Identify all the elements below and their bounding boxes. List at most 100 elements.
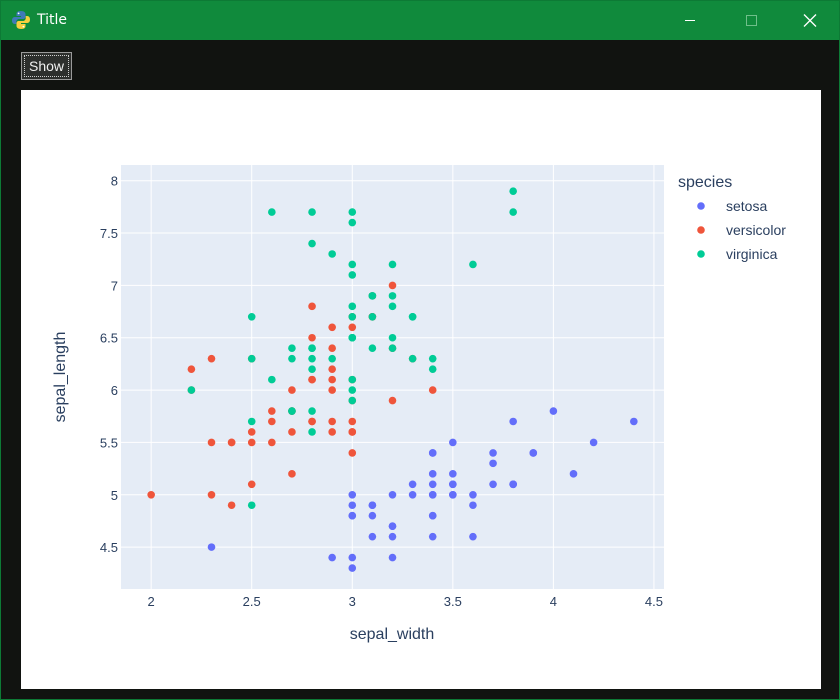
point-versicolor [428, 386, 437, 394]
point-setosa [368, 501, 377, 510]
point-virginica [288, 354, 296, 363]
point-setosa [408, 480, 417, 489]
point-versicolor [348, 449, 357, 457]
point-versicolor [187, 365, 196, 373]
point-versicolor [328, 386, 336, 394]
point-versicolor [388, 396, 397, 405]
point-virginica [368, 344, 377, 353]
point-virginica [328, 354, 336, 363]
point-versicolor [268, 407, 276, 415]
y-tick-label: 6 [111, 383, 118, 398]
y-tick-label: 6.5 [100, 331, 118, 346]
point-versicolor [147, 490, 155, 499]
y-axis-label: sepal_length [52, 332, 69, 423]
x-tick-label: 3 [349, 594, 356, 609]
point-virginica [268, 208, 276, 216]
minimize-icon [685, 20, 695, 21]
point-versicolor [388, 281, 397, 290]
point-virginica [187, 386, 196, 394]
point-virginica [288, 407, 296, 415]
show-button[interactable]: Show [21, 52, 72, 80]
point-virginica [288, 344, 296, 353]
legend-marker-versicolor [697, 226, 705, 234]
point-virginica [408, 354, 417, 363]
legend-label-setosa[interactable]: setosa [726, 198, 767, 214]
point-setosa [388, 553, 397, 562]
maximize-button[interactable] [728, 1, 774, 40]
point-virginica [388, 292, 397, 300]
plot-area[interactable]: 2 2.5 3 3.5 4 4.5 4.5 5 5.5 6 6.5 7 7.5 8 sepal_widt… [21, 90, 821, 689]
legend[interactable]: species setosa versicolor virginica [678, 174, 786, 262]
x-axis-label: sepal_width [350, 626, 435, 643]
x-tick-labels: 2 2.5 3 3.5 4 4.5 [148, 594, 663, 609]
point-virginica [348, 386, 357, 394]
point-virginica [308, 407, 316, 415]
point-versicolor [328, 365, 336, 373]
title-bar[interactable]: Title [1, 1, 839, 40]
point-virginica [368, 313, 377, 321]
point-setosa [449, 480, 457, 489]
show-button-label: Show [28, 58, 65, 74]
maximize-icon [746, 15, 757, 26]
point-setosa [428, 490, 437, 499]
point-setosa [388, 522, 397, 530]
point-virginica [308, 354, 316, 363]
point-virginica [308, 239, 316, 248]
point-setosa [428, 470, 437, 478]
y-tick-label: 5 [111, 488, 118, 503]
point-virginica [348, 271, 357, 279]
point-setosa [348, 553, 357, 562]
point-setosa [449, 470, 457, 478]
point-virginica [247, 501, 256, 510]
point-setosa [449, 490, 457, 499]
point-setosa [509, 417, 517, 426]
point-virginica [469, 260, 477, 269]
point-virginica [348, 208, 357, 216]
point-setosa [529, 449, 538, 457]
point-virginica [308, 344, 316, 353]
point-setosa [489, 459, 497, 468]
point-virginica [247, 313, 256, 321]
x-tick-label: 2 [148, 594, 155, 609]
point-setosa [368, 511, 377, 520]
x-tick-label: 2.5 [243, 594, 261, 609]
point-setosa [449, 438, 457, 447]
point-setosa [408, 490, 417, 499]
point-setosa [469, 532, 477, 541]
point-setosa [489, 449, 497, 457]
point-versicolor [207, 490, 216, 499]
point-setosa [428, 480, 437, 489]
x-tick-label: 3.5 [444, 594, 462, 609]
point-versicolor [328, 323, 336, 332]
point-virginica [408, 313, 417, 321]
point-versicolor [328, 375, 336, 384]
point-versicolor [207, 354, 216, 363]
point-setosa [569, 470, 578, 478]
point-virginica [348, 313, 357, 321]
point-versicolor [288, 470, 296, 478]
point-virginica [428, 365, 437, 373]
point-virginica [348, 396, 357, 405]
close-button[interactable] [787, 1, 833, 40]
point-versicolor [227, 438, 236, 447]
point-virginica [509, 187, 517, 195]
y-tick-label: 8 [111, 174, 118, 189]
minimize-button[interactable] [667, 1, 713, 40]
point-virginica [247, 354, 256, 363]
point-virginica [368, 292, 377, 300]
legend-label-versicolor[interactable]: versicolor [726, 222, 786, 238]
point-setosa [207, 543, 216, 551]
scatter-chart[interactable]: 2 2.5 3 3.5 4 4.5 4.5 5 5.5 6 6.5 7 7.5 8 sepal_widt… [21, 90, 821, 689]
point-virginica [388, 344, 397, 353]
point-versicolor [227, 501, 236, 510]
y-tick-label: 7 [111, 278, 118, 293]
point-virginica [348, 333, 357, 342]
point-setosa [509, 480, 517, 489]
legend-label-virginica[interactable]: virginica [726, 246, 778, 262]
point-virginica [348, 260, 357, 269]
legend-marker-virginica [697, 250, 705, 258]
point-versicolor [288, 428, 296, 436]
point-virginica [348, 375, 357, 384]
point-setosa [388, 490, 397, 499]
x-tick-label: 4 [550, 594, 557, 609]
